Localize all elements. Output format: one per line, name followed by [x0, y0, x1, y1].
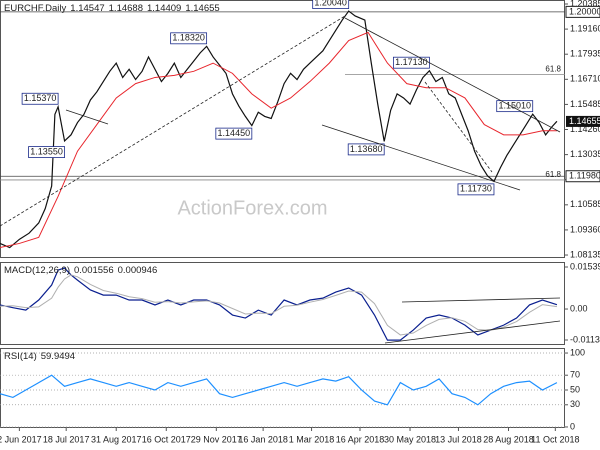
title-text: RSI(14) — [4, 351, 37, 362]
x-tick-label: 2 Jun 2017 — [0, 434, 42, 444]
annotation-label: 1.13680 — [350, 144, 383, 154]
annotation-box — [347, 143, 385, 156]
annotation-label: 1.15010 — [498, 101, 531, 111]
title-text: EURCHF.Daily — [4, 3, 67, 14]
annotation-box — [170, 32, 208, 45]
annotation-label: 1.13550 — [30, 146, 63, 156]
series-line — [0, 31, 557, 249]
readout-value: 59.9494 — [41, 351, 75, 362]
y-tick-label: 1.19160 — [570, 23, 600, 33]
readout-value: 1.14655 — [185, 3, 219, 14]
series-line — [0, 374, 558, 406]
trend-lines — [0, 15, 561, 344]
y-tick-label: 1.20385 — [570, 0, 600, 8]
panel-title: RSI(14) 59.9494 — [4, 351, 75, 362]
y-tick-label: 50 — [570, 384, 580, 394]
trend-line — [65, 109, 109, 125]
level-box — [565, 170, 600, 183]
trend-line — [0, 15, 346, 227]
x-tick-label: 16 Apr 2018 — [336, 434, 385, 444]
y-tick-label: 1.14260 — [570, 124, 600, 134]
series-line — [0, 267, 558, 341]
readout-value: 0.000946 — [118, 265, 158, 276]
trend-line — [344, 17, 561, 133]
y-tick-label: 0 — [570, 421, 575, 431]
level-label: 1.20000 — [569, 6, 600, 16]
current-price-box — [566, 115, 600, 127]
x-tick-label: 1 Mar 2018 — [289, 434, 335, 444]
readout-value: 1.14547 — [70, 3, 104, 14]
y-tick-label: 100 — [570, 347, 585, 357]
level-label: 1.11980 — [569, 171, 600, 181]
trend-line — [424, 81, 493, 173]
readout-value: 1.14688 — [109, 3, 143, 14]
annotation-box — [312, 0, 350, 9]
annotation-box — [28, 146, 65, 158]
x-tick-label: 31 Aug 2017 — [91, 434, 142, 444]
fib-label: 61.8 — [545, 64, 561, 73]
y-tick-label: -0.011352 — [570, 334, 600, 344]
x-tick-label: 11 Oct 2018 — [531, 434, 579, 444]
annotation-box — [21, 92, 59, 105]
annotation-label: 1.11730 — [460, 184, 492, 194]
x-tick-label: 18 Jul 2017 — [43, 434, 90, 444]
y-tick-label: 0.015398 — [570, 261, 600, 271]
series-line — [0, 274, 557, 336]
channel-line — [401, 297, 561, 303]
annotation-box — [215, 127, 253, 140]
x-tick-label: 16 Oct 2017 — [142, 434, 191, 444]
y-tick-label: 1.10585 — [570, 199, 600, 209]
annotation-label: 1.20040 — [314, 0, 347, 7]
annotation-label: 1.18320 — [172, 33, 205, 43]
current-price-label: 1.14655 — [569, 116, 600, 126]
x-tick-label: 13 Jul 2018 — [435, 434, 482, 444]
annotation-label: 1.15370 — [24, 93, 57, 103]
y-tick-label: 1.13035 — [570, 149, 600, 159]
y-tick-label: 1.08135 — [570, 249, 600, 259]
y-tick-label: 1.09360 — [570, 224, 600, 234]
y-tick-label: 30 — [570, 399, 580, 409]
watermark: ActionForex.com — [177, 197, 327, 219]
annotation-box — [496, 100, 534, 113]
panel-frame — [0, 262, 565, 345]
x-tick-label: 29 Nov 2017 — [191, 434, 242, 444]
readout-value: 0.001556 — [74, 265, 114, 276]
y-tick-label: 70 — [570, 370, 580, 380]
level-box — [565, 5, 600, 18]
x-tick-label: 28 Aug 2018 — [483, 434, 534, 444]
fib-label: 61.8 — [545, 170, 561, 179]
annotation-label: 1.14450 — [218, 128, 251, 138]
title-text: MACD(12,26,9) — [4, 265, 70, 276]
y-tick-label: 1.16710 — [570, 74, 600, 84]
channel-line — [384, 320, 561, 344]
panel-title: EURCHF.Daily 1.14547 1.14688 1.14409 1.14655 — [4, 3, 220, 14]
x-tick-label: 30 May 2018 — [384, 434, 436, 444]
y-tick-label: 1.15485 — [570, 99, 600, 109]
readout-value: 1.14409 — [147, 3, 181, 14]
y-tick-label: 1.17935 — [570, 49, 600, 59]
annotation-label: 1.17130 — [395, 57, 428, 67]
panel-frame — [0, 348, 565, 428]
trend-line — [321, 124, 521, 191]
series-line — [0, 10, 558, 249]
annotation-box — [457, 183, 495, 196]
x-tick-label: 16 Jan 2018 — [238, 434, 288, 444]
panel-title: MACD(12,26,9) 0.001556 0.000946 — [4, 265, 157, 276]
panel-frame — [0, 0, 565, 258]
y-tick-label: 0.00 — [570, 303, 588, 313]
